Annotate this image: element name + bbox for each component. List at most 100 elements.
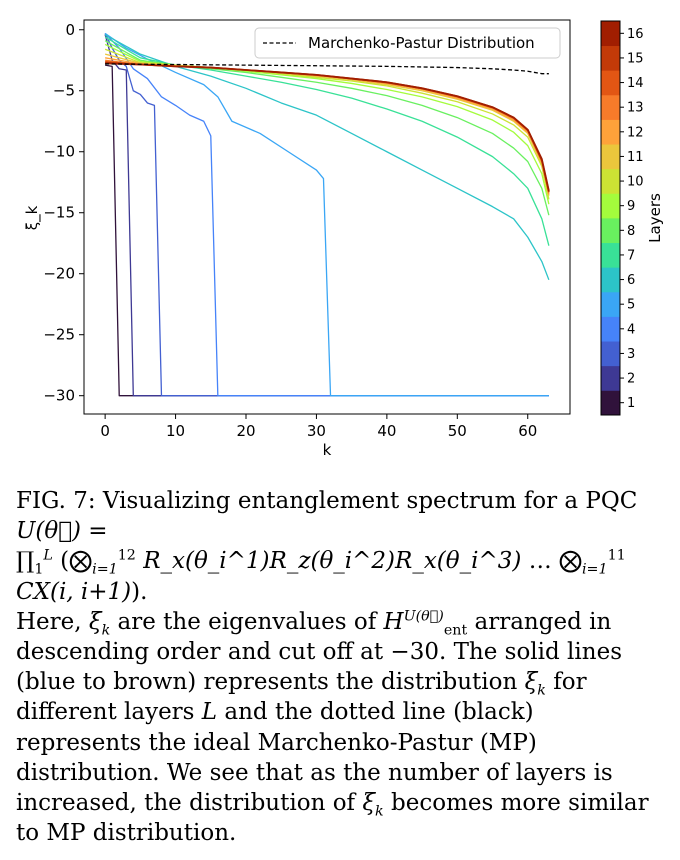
caption-cx: CX(i, i+1)	[16, 578, 132, 605]
plot-area	[83, 19, 571, 415]
series-line-layer-6	[104, 34, 550, 281]
colorbar-tick-label: 14	[627, 76, 644, 91]
caption-para-5: and the dotted line (black) represents t…	[16, 699, 613, 817]
y-axis-label: ξ_k	[23, 205, 42, 230]
caption-gates: R_x(θ_i^1)R_z(θ_i^2)R_x(θ_i^3)	[143, 548, 522, 575]
x-tick-label: 10	[166, 422, 185, 440]
colorbar-tick-label: 10	[627, 175, 644, 190]
colorbar-segment-7	[601, 242, 620, 268]
colorbar-segment-15	[601, 45, 620, 71]
caption-para-4: for different layers	[16, 669, 587, 726]
series-lines	[104, 32, 550, 397]
colorbar-tick-label: 2	[627, 372, 635, 387]
colorbar-segment-6	[601, 267, 620, 293]
series-line-layer-10	[104, 48, 550, 200]
x-tick-label: 60	[518, 422, 537, 440]
colorbar-tick-label: 3	[627, 347, 635, 362]
colorbar-segment-5	[601, 291, 620, 317]
colorbar-segment-14	[601, 70, 620, 96]
y-tick-label: −10	[43, 143, 75, 161]
colorbar-segment-1	[601, 390, 620, 416]
x-tick-label: 40	[377, 422, 396, 440]
caption-fig-label: FIG. 7:	[16, 488, 96, 514]
plot-frame	[83, 19, 571, 415]
series-line-layer-5	[104, 32, 549, 397]
colorbar-tick-label: 4	[627, 322, 635, 337]
series-line-layer-16	[105, 62, 550, 191]
caption-para-1: Here,	[16, 608, 82, 635]
colorbar-frame	[600, 20, 621, 416]
caption-tensor-sub-1: i=1	[92, 562, 118, 578]
colorbar-tick-label: 12	[627, 125, 644, 140]
y-tick-label: −5	[53, 82, 75, 100]
series-line-layer-4	[104, 32, 549, 397]
colorbar-segment-13	[601, 94, 620, 120]
colorbar-tick-label: 7	[627, 248, 635, 263]
y-tick-label: −25	[43, 326, 75, 344]
x-axis-label: k	[323, 441, 332, 459]
y-tick-label: −20	[43, 265, 75, 283]
caption-xi-1: ξ	[88, 608, 102, 635]
colorbar-segment-12	[601, 119, 620, 145]
colorbar-segment-8	[601, 218, 620, 244]
colorbar-segment-3	[601, 341, 620, 367]
legend: Marchenko-Pastur Distribution	[254, 27, 561, 59]
colorbar-tick-label: 13	[627, 101, 644, 116]
caption-h-ent: H	[383, 608, 404, 635]
series-line-layer-1	[105, 64, 549, 397]
series-line-layer-2	[104, 34, 549, 397]
colorbar-tick-label: 16	[627, 27, 644, 42]
colorbar-tick-label: 11	[627, 150, 644, 165]
caption-xi-3: ξ	[362, 790, 376, 817]
colorbar-tick-label: 1	[627, 396, 635, 411]
caption-para-6: becomes more similar to MP distribution.	[16, 790, 649, 847]
colorbar-segment-4	[601, 316, 620, 342]
caption-product-sub: 1	[34, 562, 44, 578]
caption-product: ∏	[16, 548, 35, 575]
caption-tensor-sub-2: i=1	[582, 562, 608, 578]
caption-circuit-eq: U(θ⃗) =	[16, 518, 108, 545]
caption-tensor-2: ⨂	[559, 548, 582, 575]
legend-label-mp: Marchenko-Pastur Distribution	[308, 34, 535, 52]
caption-L: L	[201, 699, 218, 726]
series-line-layer-14	[105, 60, 550, 193]
colorbar-tick-label: 15	[627, 51, 644, 66]
mp-reference-line	[105, 63, 549, 75]
series-line-layer-3	[104, 33, 549, 397]
colorbar-tick-label: 9	[627, 199, 635, 214]
caption-xi-sub-1: k	[101, 622, 111, 639]
caption-ellipsis: …	[528, 548, 552, 575]
caption-tensor-sup-2: 11	[607, 547, 626, 564]
figure-caption: FIG. 7: Visualizing entanglement spectru…	[16, 486, 666, 848]
x-tick-label: 50	[448, 422, 467, 440]
caption-xi-sub-3: k	[375, 803, 384, 820]
legend-box	[254, 27, 561, 59]
caption-xi-sub-2: k	[537, 682, 546, 699]
caption-h-sub: ent	[443, 622, 468, 639]
caption-para-3: arranged in descending order and cut off…	[16, 608, 622, 696]
colorbar-segment-11	[601, 144, 620, 170]
series-line-layer-15	[105, 61, 550, 193]
x-tick-label: 20	[236, 422, 255, 440]
colorbar-tick-label: 5	[627, 298, 635, 313]
mp-dashed-line	[105, 63, 549, 75]
colorbar-segment-2	[601, 365, 620, 391]
caption-line1: Visualizing entanglement spectrum for a …	[102, 488, 638, 514]
caption-tensor-sup-1: 12	[117, 547, 136, 564]
caption-h-sup: U(θ⃗)	[403, 608, 444, 625]
y-axis-ticks: 0 −5 −10 −15 −20 −25 −30	[43, 21, 84, 405]
x-tick-label: 30	[307, 422, 326, 440]
colorbar-segment-9	[601, 193, 620, 219]
colorbar-label: Layers	[646, 193, 664, 243]
colorbar-segment-10	[601, 168, 620, 194]
caption-xi-2: ξ	[524, 669, 538, 696]
colorbar-tick-label: 6	[627, 273, 635, 288]
y-tick-label: −30	[43, 387, 75, 405]
colorbar-segment-16	[601, 21, 620, 47]
x-axis-ticks: 0 10 20 30 40 50 60	[100, 414, 537, 440]
colorbar-tick-label: 8	[627, 224, 635, 239]
y-tick-label: 0	[65, 21, 75, 39]
caption-text: FIG. 7: Visualizing entanglement spectru…	[16, 488, 649, 847]
caption-para-2: are the eigenvalues of	[117, 608, 377, 635]
